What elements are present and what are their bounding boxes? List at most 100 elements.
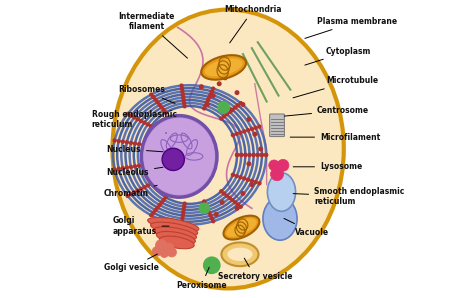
Circle shape xyxy=(181,87,183,90)
Circle shape xyxy=(236,153,238,156)
Circle shape xyxy=(129,114,132,117)
Circle shape xyxy=(182,93,184,96)
Circle shape xyxy=(146,184,149,187)
Circle shape xyxy=(256,153,259,156)
Circle shape xyxy=(150,93,153,96)
Text: Vacuole: Vacuole xyxy=(284,218,329,237)
Circle shape xyxy=(117,139,120,142)
Circle shape xyxy=(150,214,153,217)
Circle shape xyxy=(203,200,206,203)
Ellipse shape xyxy=(263,197,297,240)
Circle shape xyxy=(143,186,146,189)
Circle shape xyxy=(167,247,176,257)
Ellipse shape xyxy=(228,248,253,261)
Text: Intermediate
filament: Intermediate filament xyxy=(118,12,188,58)
Text: Microfilament: Microfilament xyxy=(290,133,380,142)
Circle shape xyxy=(150,182,153,185)
Circle shape xyxy=(117,167,120,170)
Circle shape xyxy=(237,203,239,206)
Circle shape xyxy=(150,125,153,128)
Circle shape xyxy=(212,220,215,223)
Circle shape xyxy=(235,132,238,135)
Circle shape xyxy=(234,106,237,109)
Circle shape xyxy=(133,191,136,194)
Ellipse shape xyxy=(205,58,243,77)
Circle shape xyxy=(256,153,259,156)
Circle shape xyxy=(235,175,238,178)
Circle shape xyxy=(239,131,242,134)
Circle shape xyxy=(210,217,213,220)
Circle shape xyxy=(137,143,141,146)
Circle shape xyxy=(183,202,186,205)
Circle shape xyxy=(210,90,213,93)
Circle shape xyxy=(229,109,233,112)
Circle shape xyxy=(129,193,132,196)
Circle shape xyxy=(208,211,211,214)
Circle shape xyxy=(207,98,210,101)
Circle shape xyxy=(223,115,226,118)
Circle shape xyxy=(152,96,155,99)
Circle shape xyxy=(126,166,128,169)
Ellipse shape xyxy=(224,216,259,240)
Circle shape xyxy=(180,84,183,87)
Circle shape xyxy=(164,111,167,114)
Circle shape xyxy=(212,87,215,90)
Text: Plasma membrane: Plasma membrane xyxy=(305,17,397,38)
Circle shape xyxy=(182,214,184,217)
Circle shape xyxy=(206,103,209,106)
Circle shape xyxy=(134,165,137,168)
Ellipse shape xyxy=(201,55,246,80)
Ellipse shape xyxy=(159,236,194,249)
Text: Nucleolus: Nucleolus xyxy=(107,167,163,177)
Circle shape xyxy=(182,96,185,99)
Circle shape xyxy=(228,196,231,199)
Ellipse shape xyxy=(147,218,199,232)
Circle shape xyxy=(182,211,185,214)
Circle shape xyxy=(200,207,203,210)
Circle shape xyxy=(260,153,264,156)
Text: Microtubule: Microtubule xyxy=(293,76,378,98)
Circle shape xyxy=(218,82,221,86)
Circle shape xyxy=(225,194,228,197)
Ellipse shape xyxy=(221,243,258,266)
Circle shape xyxy=(239,205,242,208)
FancyBboxPatch shape xyxy=(270,114,284,136)
Circle shape xyxy=(182,99,185,102)
Circle shape xyxy=(264,153,267,156)
Circle shape xyxy=(143,121,146,124)
Circle shape xyxy=(155,240,167,251)
Text: Peroxisome: Peroxisome xyxy=(176,267,227,290)
Circle shape xyxy=(139,187,143,190)
Circle shape xyxy=(260,153,264,156)
Circle shape xyxy=(137,164,141,167)
Circle shape xyxy=(152,246,162,256)
Circle shape xyxy=(203,257,220,274)
Circle shape xyxy=(113,168,116,171)
Circle shape xyxy=(181,90,184,93)
Circle shape xyxy=(259,147,263,151)
Circle shape xyxy=(162,198,165,201)
Circle shape xyxy=(121,140,124,143)
Circle shape xyxy=(253,132,256,136)
Circle shape xyxy=(250,128,253,131)
Circle shape xyxy=(247,117,251,121)
Circle shape xyxy=(269,160,279,171)
Circle shape xyxy=(239,102,242,105)
Circle shape xyxy=(277,159,289,171)
Circle shape xyxy=(220,117,223,120)
Text: Mitochondria: Mitochondria xyxy=(225,5,282,43)
Circle shape xyxy=(244,153,247,156)
Text: Golgi vesicle: Golgi vesicle xyxy=(103,254,158,272)
Circle shape xyxy=(136,189,139,192)
Circle shape xyxy=(139,119,143,122)
Ellipse shape xyxy=(267,173,296,211)
Circle shape xyxy=(134,142,137,145)
Circle shape xyxy=(209,93,212,96)
Ellipse shape xyxy=(226,218,256,237)
Text: Rough endoplasmic
reticulum: Rough endoplasmic reticulum xyxy=(91,110,177,133)
Circle shape xyxy=(258,182,261,185)
Circle shape xyxy=(204,104,207,107)
Circle shape xyxy=(235,207,239,210)
Circle shape xyxy=(205,206,208,209)
Circle shape xyxy=(248,153,251,156)
